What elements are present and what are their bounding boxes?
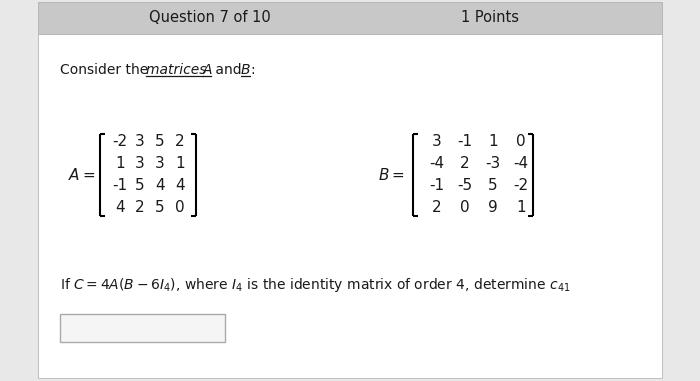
Text: -1: -1 xyxy=(457,134,473,149)
Text: -1: -1 xyxy=(113,179,127,194)
Text: -2: -2 xyxy=(113,134,127,149)
Text: 2: 2 xyxy=(460,157,470,171)
Text: 3: 3 xyxy=(135,134,145,149)
Text: and: and xyxy=(211,63,246,77)
Text: 5: 5 xyxy=(135,179,145,194)
Text: 4: 4 xyxy=(175,179,185,194)
Text: 1: 1 xyxy=(116,157,125,171)
Text: 5: 5 xyxy=(155,134,164,149)
Text: B: B xyxy=(241,63,251,77)
Text: 2: 2 xyxy=(175,134,185,149)
FancyBboxPatch shape xyxy=(38,2,662,34)
FancyBboxPatch shape xyxy=(60,314,225,342)
Text: 1: 1 xyxy=(488,134,498,149)
Text: -4: -4 xyxy=(513,157,528,171)
Text: A: A xyxy=(203,63,213,77)
Text: 9: 9 xyxy=(488,200,498,216)
Text: 3: 3 xyxy=(155,157,165,171)
Text: -1: -1 xyxy=(429,179,444,194)
Text: 3: 3 xyxy=(432,134,442,149)
Text: matrices: matrices xyxy=(146,63,211,77)
Text: $B =$: $B =$ xyxy=(378,167,405,183)
Text: -4: -4 xyxy=(429,157,444,171)
Text: 2: 2 xyxy=(135,200,145,216)
Text: 0: 0 xyxy=(516,134,526,149)
Text: 1: 1 xyxy=(516,200,526,216)
Text: If $C = 4A(B - 6I_4)$, where $I_4$ is the identity matrix of order 4, determine : If $C = 4A(B - 6I_4)$, where $I_4$ is th… xyxy=(60,276,570,294)
Text: 4: 4 xyxy=(155,179,164,194)
Text: Question 7 of 10: Question 7 of 10 xyxy=(149,11,271,26)
Text: 1 Points: 1 Points xyxy=(461,11,519,26)
Text: 5: 5 xyxy=(155,200,164,216)
Text: Consider the: Consider the xyxy=(60,63,153,77)
Text: -2: -2 xyxy=(513,179,528,194)
Text: 4: 4 xyxy=(116,200,125,216)
Text: 5: 5 xyxy=(488,179,498,194)
Text: 2: 2 xyxy=(432,200,442,216)
Text: 1: 1 xyxy=(175,157,185,171)
Text: 0: 0 xyxy=(175,200,185,216)
Text: 0: 0 xyxy=(460,200,470,216)
Text: -3: -3 xyxy=(485,157,500,171)
Text: -5: -5 xyxy=(457,179,473,194)
FancyBboxPatch shape xyxy=(38,34,662,378)
Text: :: : xyxy=(250,63,255,77)
Text: 3: 3 xyxy=(135,157,145,171)
Text: $A =$: $A =$ xyxy=(68,167,95,183)
